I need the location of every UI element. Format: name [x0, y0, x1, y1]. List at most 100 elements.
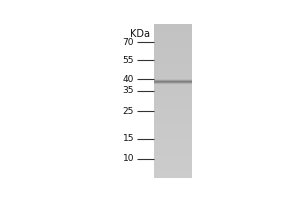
Bar	[154, 38, 192, 39]
Bar	[154, 64, 192, 66]
Bar	[154, 113, 192, 115]
Bar	[154, 103, 192, 104]
Bar	[154, 53, 192, 55]
Bar	[154, 143, 192, 144]
Bar	[154, 123, 192, 124]
Bar	[154, 29, 192, 30]
Bar	[154, 176, 192, 178]
Bar	[154, 93, 192, 95]
Bar	[154, 147, 192, 149]
Bar	[154, 169, 192, 170]
Bar	[154, 59, 192, 61]
Bar	[154, 55, 192, 56]
Bar	[154, 61, 192, 62]
Bar	[154, 172, 192, 173]
Bar	[154, 115, 192, 116]
Bar	[154, 160, 192, 161]
Bar	[154, 130, 192, 132]
Bar	[154, 84, 192, 86]
Bar	[154, 170, 192, 172]
Bar	[154, 173, 192, 175]
Bar	[154, 95, 192, 96]
Bar	[154, 104, 192, 106]
Bar	[154, 138, 192, 140]
Bar	[154, 116, 192, 118]
Bar	[154, 41, 192, 42]
Bar	[154, 149, 192, 150]
Text: 35: 35	[122, 86, 134, 95]
Bar	[154, 78, 192, 79]
Bar	[154, 92, 192, 93]
Bar	[154, 69, 192, 70]
Bar	[154, 58, 192, 59]
Bar	[154, 101, 192, 103]
Bar	[154, 158, 192, 160]
Bar	[154, 66, 192, 67]
Bar	[154, 75, 192, 76]
Bar	[154, 152, 192, 153]
Bar	[154, 150, 192, 152]
Bar	[154, 175, 192, 176]
Bar	[154, 129, 192, 130]
Bar	[154, 42, 192, 44]
Bar	[154, 47, 192, 49]
Bar	[154, 79, 192, 81]
Bar	[154, 124, 192, 126]
Bar	[154, 126, 192, 127]
Bar	[154, 107, 192, 109]
Bar	[154, 63, 192, 64]
Bar	[154, 90, 192, 92]
Bar	[154, 33, 192, 35]
Bar	[154, 35, 192, 36]
Bar	[154, 132, 192, 133]
Bar	[154, 110, 192, 112]
Bar	[154, 153, 192, 155]
Bar	[154, 32, 192, 33]
Text: 70: 70	[122, 38, 134, 47]
Bar	[154, 163, 192, 164]
Bar	[154, 81, 192, 83]
Bar	[154, 135, 192, 136]
Bar	[154, 109, 192, 110]
Bar	[154, 50, 192, 52]
Bar	[154, 161, 192, 163]
Bar	[154, 146, 192, 147]
Bar	[154, 99, 192, 101]
Bar	[154, 72, 192, 73]
Bar	[154, 26, 192, 27]
Bar	[154, 30, 192, 32]
Bar	[154, 141, 192, 143]
Bar	[154, 166, 192, 167]
Text: KDa: KDa	[130, 29, 150, 39]
Bar	[154, 156, 192, 158]
Bar	[154, 164, 192, 166]
Bar	[154, 89, 192, 90]
Bar	[154, 127, 192, 129]
Bar	[154, 96, 192, 98]
Bar	[154, 24, 192, 26]
Bar	[154, 36, 192, 38]
Bar	[154, 140, 192, 141]
Bar	[154, 144, 192, 146]
Bar	[154, 106, 192, 107]
Bar	[154, 136, 192, 138]
Bar	[154, 121, 192, 123]
Text: 15: 15	[122, 134, 134, 143]
Text: 40: 40	[123, 75, 134, 84]
Bar	[154, 46, 192, 47]
Bar	[154, 39, 192, 41]
Bar	[154, 56, 192, 58]
Text: 25: 25	[123, 107, 134, 116]
Bar	[154, 98, 192, 99]
Bar	[154, 155, 192, 156]
Text: 55: 55	[122, 56, 134, 65]
Bar	[154, 44, 192, 46]
Bar	[154, 119, 192, 121]
Bar	[154, 86, 192, 87]
Bar	[154, 52, 192, 53]
Bar	[154, 76, 192, 78]
Bar	[154, 49, 192, 50]
Bar	[154, 73, 192, 75]
Bar	[154, 112, 192, 113]
Bar	[154, 87, 192, 89]
